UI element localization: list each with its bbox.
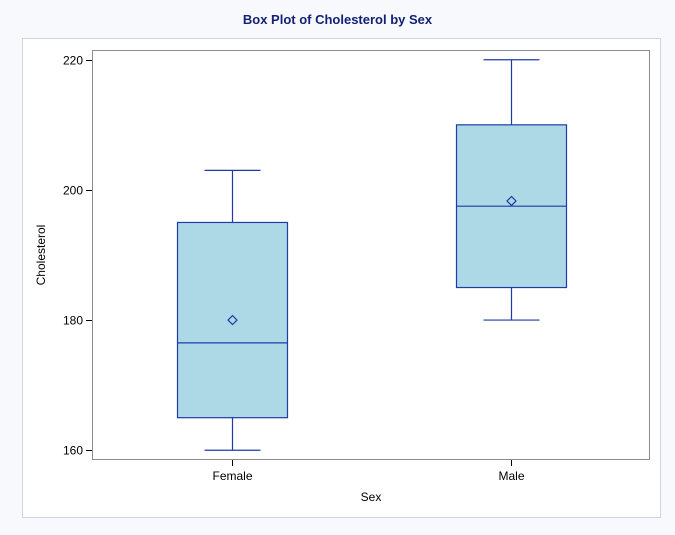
x-axis-label: Sex <box>361 490 382 504</box>
y-tick-label: 180 <box>63 314 83 328</box>
y-axis-label: Cholesterol <box>34 225 48 286</box>
y-tick-label: 220 <box>63 54 83 68</box>
y-tick-label: 160 <box>63 444 83 458</box>
box-series <box>176 59 568 451</box>
x-tick-label: Female <box>212 469 252 483</box>
box-male <box>455 59 568 321</box>
box-female <box>176 169 289 451</box>
mean-marker <box>227 314 238 326</box>
x-tick-label: Male <box>498 469 524 483</box>
mean-marker <box>506 195 517 207</box>
chart-title: Box Plot of Cholesterol by Sex <box>243 12 433 27</box>
x-axis: Female Male <box>212 460 525 483</box>
y-axis: 160 180 200 220 <box>63 54 92 458</box>
iqr-box <box>176 221 289 419</box>
y-tick-label: 200 <box>63 184 83 198</box>
